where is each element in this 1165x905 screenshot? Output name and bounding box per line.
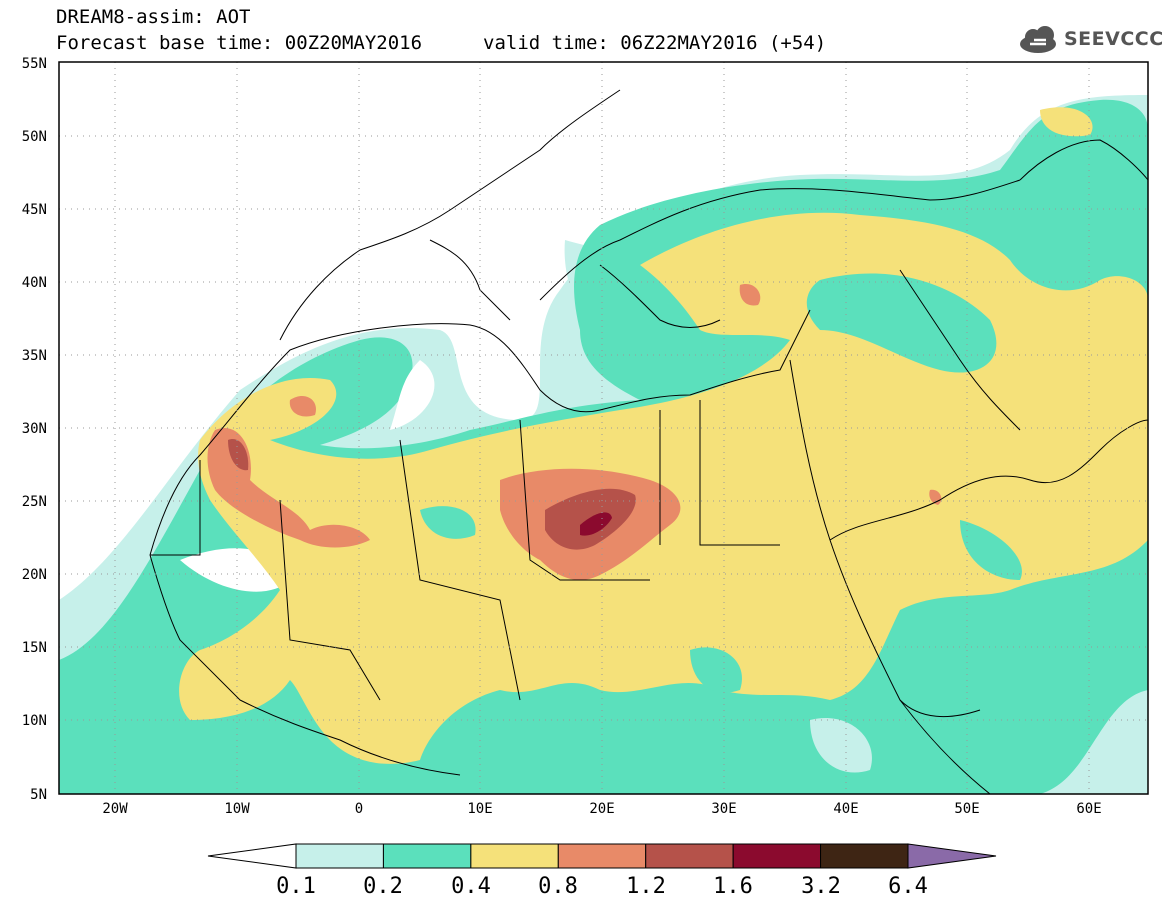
lat-label: 15N: [22, 640, 47, 656]
colorbar-over-arrow: [907, 843, 997, 869]
seevccc-logo-text: SEEVCCC: [1064, 28, 1164, 50]
colorbar-label: 0.4: [451, 874, 491, 899]
colorbar-label: 0.8: [538, 874, 578, 899]
lon-label: 10E: [467, 801, 492, 817]
lon-label: 20W: [102, 801, 128, 817]
colorbar-swatch: [732, 843, 822, 869]
lat-label: 25N: [22, 494, 47, 510]
colorbar-label: 6.4: [888, 874, 928, 899]
lon-label: 60E: [1076, 801, 1101, 817]
colorbar-swatch: [557, 843, 647, 869]
lat-label: 45N: [22, 202, 47, 218]
colorbar-labels: 0.1 0.2 0.4 0.8 1.2 1.6 3.2 6.4: [276, 874, 928, 899]
latitude-axis: 55N 50N 45N 40N 35N 30N 25N 20N 15N 10N …: [22, 56, 47, 803]
lat-label: 55N: [22, 56, 47, 72]
colorbar-swatch: [382, 843, 472, 869]
lon-label: 30E: [711, 801, 736, 817]
cloud-icon: [1020, 26, 1056, 53]
lat-label: 35N: [22, 348, 47, 364]
forecast-base-time: Forecast base time: 00Z20MAY2016: [56, 32, 423, 54]
colorbar-label: 0.2: [363, 874, 403, 899]
colorbar-label: 0.1: [276, 874, 316, 899]
colorbar-label: 1.6: [713, 874, 753, 899]
lon-label: 0: [355, 801, 363, 817]
lat-label: 50N: [22, 129, 47, 145]
colorbar: [207, 843, 997, 869]
colorbar-label: 3.2: [801, 874, 841, 899]
lon-label: 20E: [589, 801, 614, 817]
lat-label: 20N: [22, 567, 47, 583]
lat-label: 10N: [22, 713, 47, 729]
lon-label: 40E: [833, 801, 858, 817]
colorbar-swatch: [295, 843, 384, 869]
colorbar-under-arrow: [207, 843, 297, 869]
graticule: [59, 62, 1148, 794]
product-title: DREAM8-assim: AOT: [56, 6, 251, 28]
colorbar-label: 1.2: [626, 874, 666, 899]
lat-label: 30N: [22, 421, 47, 437]
lat-label: 5N: [30, 787, 47, 803]
map-frame: [58, 61, 1149, 795]
lon-label: 50E: [954, 801, 979, 817]
lat-label: 40N: [22, 275, 47, 291]
aot-shading: [59, 62, 1148, 794]
coastlines: [149, 89, 1148, 794]
valid-time: valid time: 06Z22MAY2016 (+54): [483, 32, 827, 54]
longitude-axis: 20W 10W 0 10E 20E 30E 40E 50E 60E: [102, 801, 1101, 817]
colorbar-swatch: [645, 843, 734, 869]
colorbar-swatch: [820, 843, 909, 869]
colorbar-swatch: [470, 843, 559, 869]
lon-label: 10W: [224, 801, 250, 817]
